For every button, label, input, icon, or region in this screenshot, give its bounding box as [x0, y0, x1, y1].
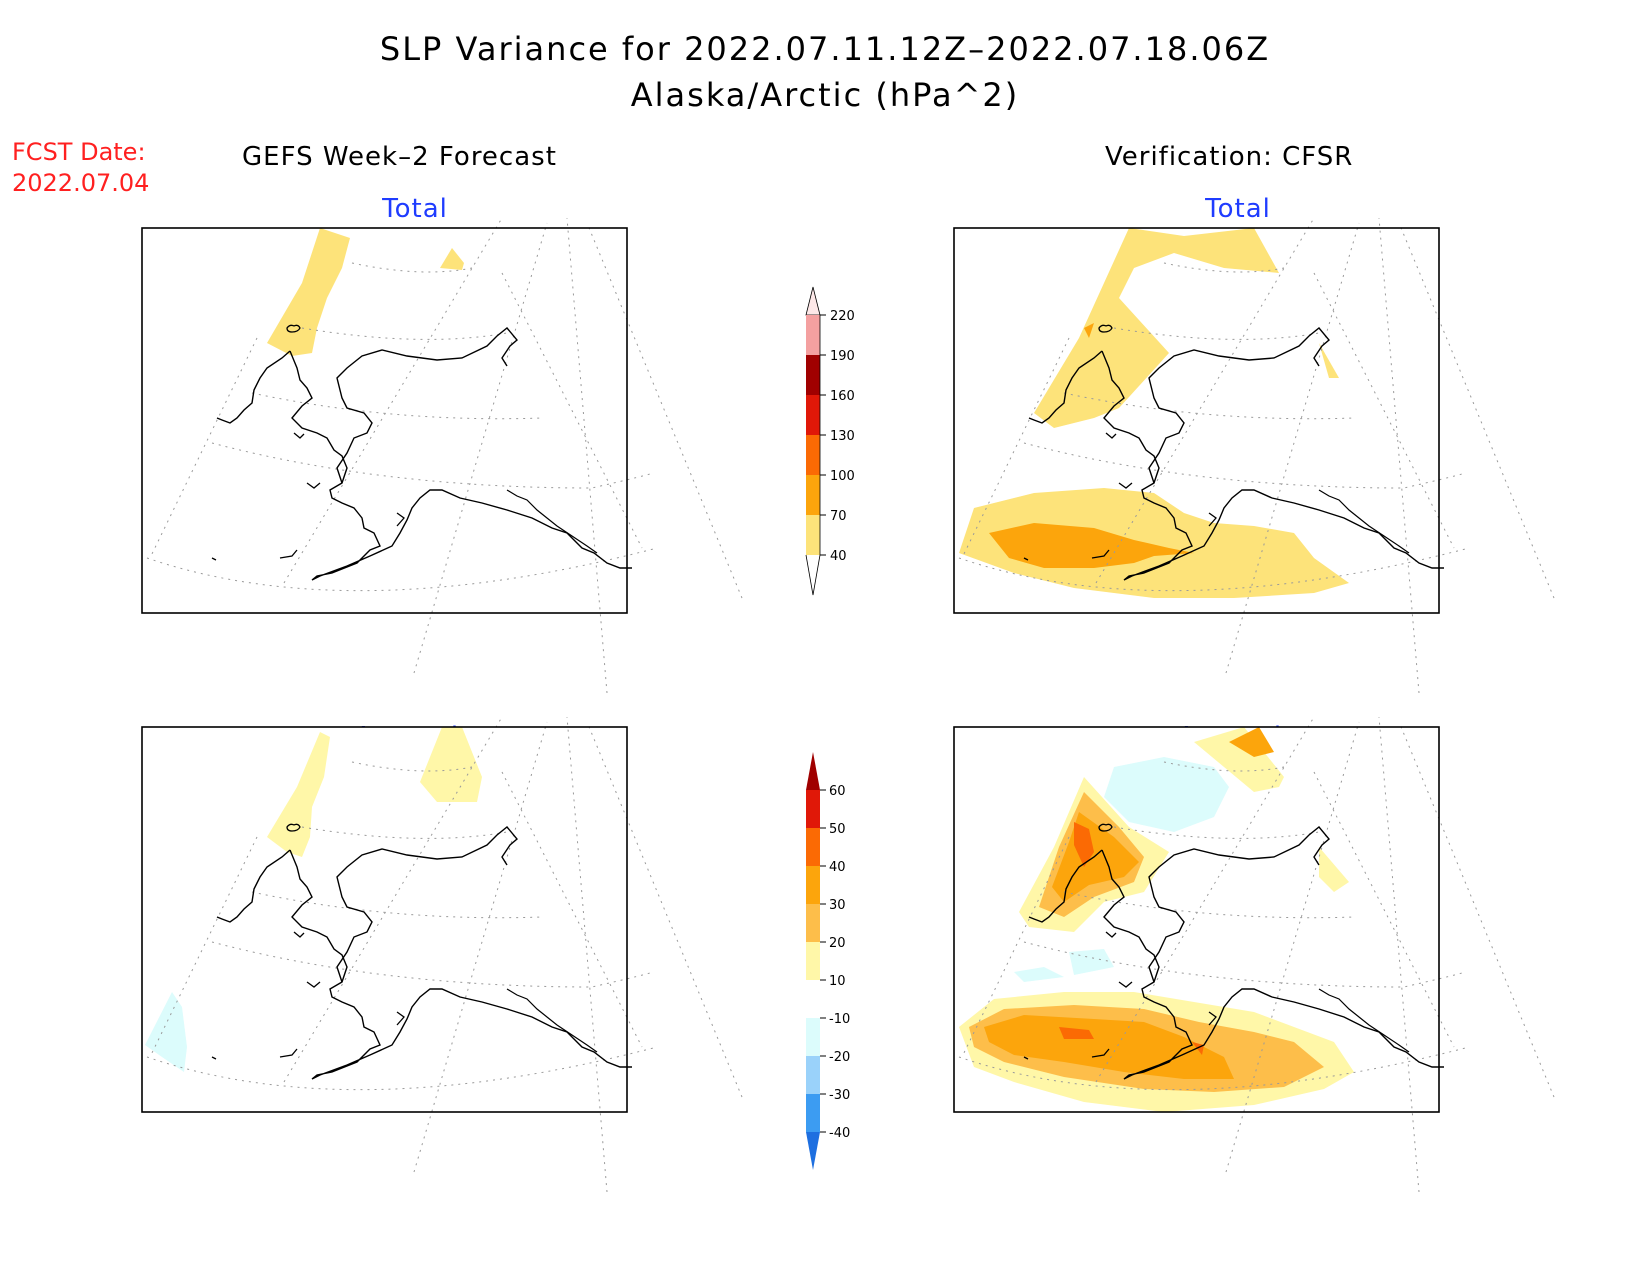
colorbar-anomaly-bin [806, 1094, 820, 1132]
colorbar-anomaly-tick-label: -20 [829, 1050, 850, 1065]
colorbar-anomaly-bin [806, 1056, 820, 1094]
map-forecast-total [141, 217, 743, 694]
map-verification-total [953, 217, 1555, 694]
chart-title-line2: Alaska/Arctic (hPa^2) [630, 76, 1020, 114]
panel-title-forecast-total: Total [382, 194, 448, 224]
colorbar-anomaly-tick-label: 60 [829, 784, 846, 799]
colorbar-anomaly-tick-label: 10 [829, 974, 846, 989]
column-title-forecast: GEFS Week–2 Forecast [242, 142, 557, 172]
colorbar-anomaly-tick-label: 50 [829, 822, 846, 837]
colorbar-total: 40 70 100 130 160 190 220 [805, 286, 855, 596]
colorbar-total-tick-label: 160 [830, 389, 855, 404]
colorbar-anomaly: 60 50 40 30 20 10 -10 -20 -30 -40 [806, 752, 850, 1170]
colorbar-total-tick-label: 220 [830, 309, 855, 324]
colorbar-anomaly-tick-label: 40 [829, 860, 846, 875]
colorbar-total-tick-label: 130 [830, 429, 855, 444]
colorbar-total-tick-label: 100 [830, 469, 855, 484]
colorbar-anomaly-tick-label: -40 [829, 1126, 850, 1141]
colorbar-total-bin [806, 435, 820, 475]
colorbar-total-bin [806, 355, 820, 395]
colorbar-total-bin [806, 515, 820, 555]
colorbar-anomaly-bin [806, 942, 820, 980]
colorbar-anomaly-cap-top [806, 752, 820, 790]
colorbar-total-tick-label: 190 [830, 349, 855, 364]
colorbar-anomaly-tick-label: 30 [829, 898, 846, 913]
map-forecast-anomaly [141, 716, 743, 1193]
fcst-date-label: FCST Date: [12, 138, 146, 166]
colorbar-anomaly-bin [806, 904, 820, 942]
chart-title-line1: SLP Variance for 2022.07.11.12Z–2022.07.… [379, 30, 1271, 68]
colorbar-total-bin [806, 475, 820, 515]
colorbar-anomaly-bin [806, 866, 820, 904]
colorbar-total-bin [806, 395, 820, 435]
colorbar-total-cap-top [805, 286, 821, 316]
colorbar-total-bin [806, 315, 820, 355]
colorbar-anomaly-bin [806, 980, 820, 1018]
map-verification-anomaly [953, 716, 1555, 1193]
colorbar-anomaly-bin [806, 790, 820, 828]
colorbar-total-tick-label: 40 [830, 549, 847, 564]
colorbar-total-cap-bottom [805, 554, 821, 596]
colorbar-anomaly-tick-label: -30 [829, 1088, 850, 1103]
colorbar-anomaly-tick-label: -10 [829, 1012, 850, 1027]
colorbar-anomaly-cap-bottom [806, 1132, 820, 1170]
fcst-date-value: 2022.07.04 [12, 169, 150, 197]
colorbar-total-tick-label: 70 [830, 509, 847, 524]
column-title-verification: Verification: CFSR [1105, 142, 1354, 172]
colorbar-anomaly-tick-label: 20 [829, 936, 846, 951]
colorbar-anomaly-bin [806, 1018, 820, 1056]
colorbar-anomaly-bin [806, 828, 820, 866]
panel-title-verification-total: Total [1205, 194, 1271, 224]
